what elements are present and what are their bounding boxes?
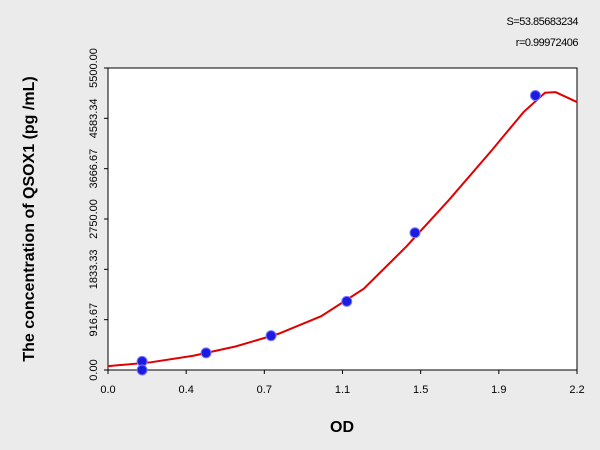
data-point <box>265 330 277 342</box>
x-tick-label: 0.4 <box>179 384 194 396</box>
x-tick-label: 0.7 <box>257 384 272 396</box>
y-tick-label: 3666.67 <box>88 149 100 189</box>
y-tick-label: 1833.33 <box>88 249 100 289</box>
x-tick-label: 2.2 <box>569 384 584 396</box>
x-axis-label: OD <box>330 419 354 436</box>
y-tick-label: 0.00 <box>88 359 100 380</box>
y-tick-label: 5500.00 <box>88 48 100 88</box>
annotation: r=0.99972406 <box>516 37 579 49</box>
data-point <box>529 89 541 101</box>
x-tick-label: 1.9 <box>491 384 506 396</box>
x-tick-label: 1.1 <box>335 384 350 396</box>
data-point <box>136 364 148 376</box>
y-axis-label: The concentration of QSOX1 (pg /mL) <box>21 76 38 361</box>
y-tick-label: 2750.00 <box>88 199 100 239</box>
annotation: S=53.85683234 <box>507 16 579 28</box>
plot-area <box>107 67 578 371</box>
data-point <box>341 295 353 307</box>
y-tick-label: 916.67 <box>88 303 100 337</box>
data-point <box>409 227 421 239</box>
y-tick-label: 4583.34 <box>88 98 100 138</box>
fit-curve <box>107 91 578 368</box>
x-tick-label: 0.0 <box>100 384 115 396</box>
x-tick-label: 1.5 <box>413 384 428 396</box>
data-point <box>200 347 212 359</box>
